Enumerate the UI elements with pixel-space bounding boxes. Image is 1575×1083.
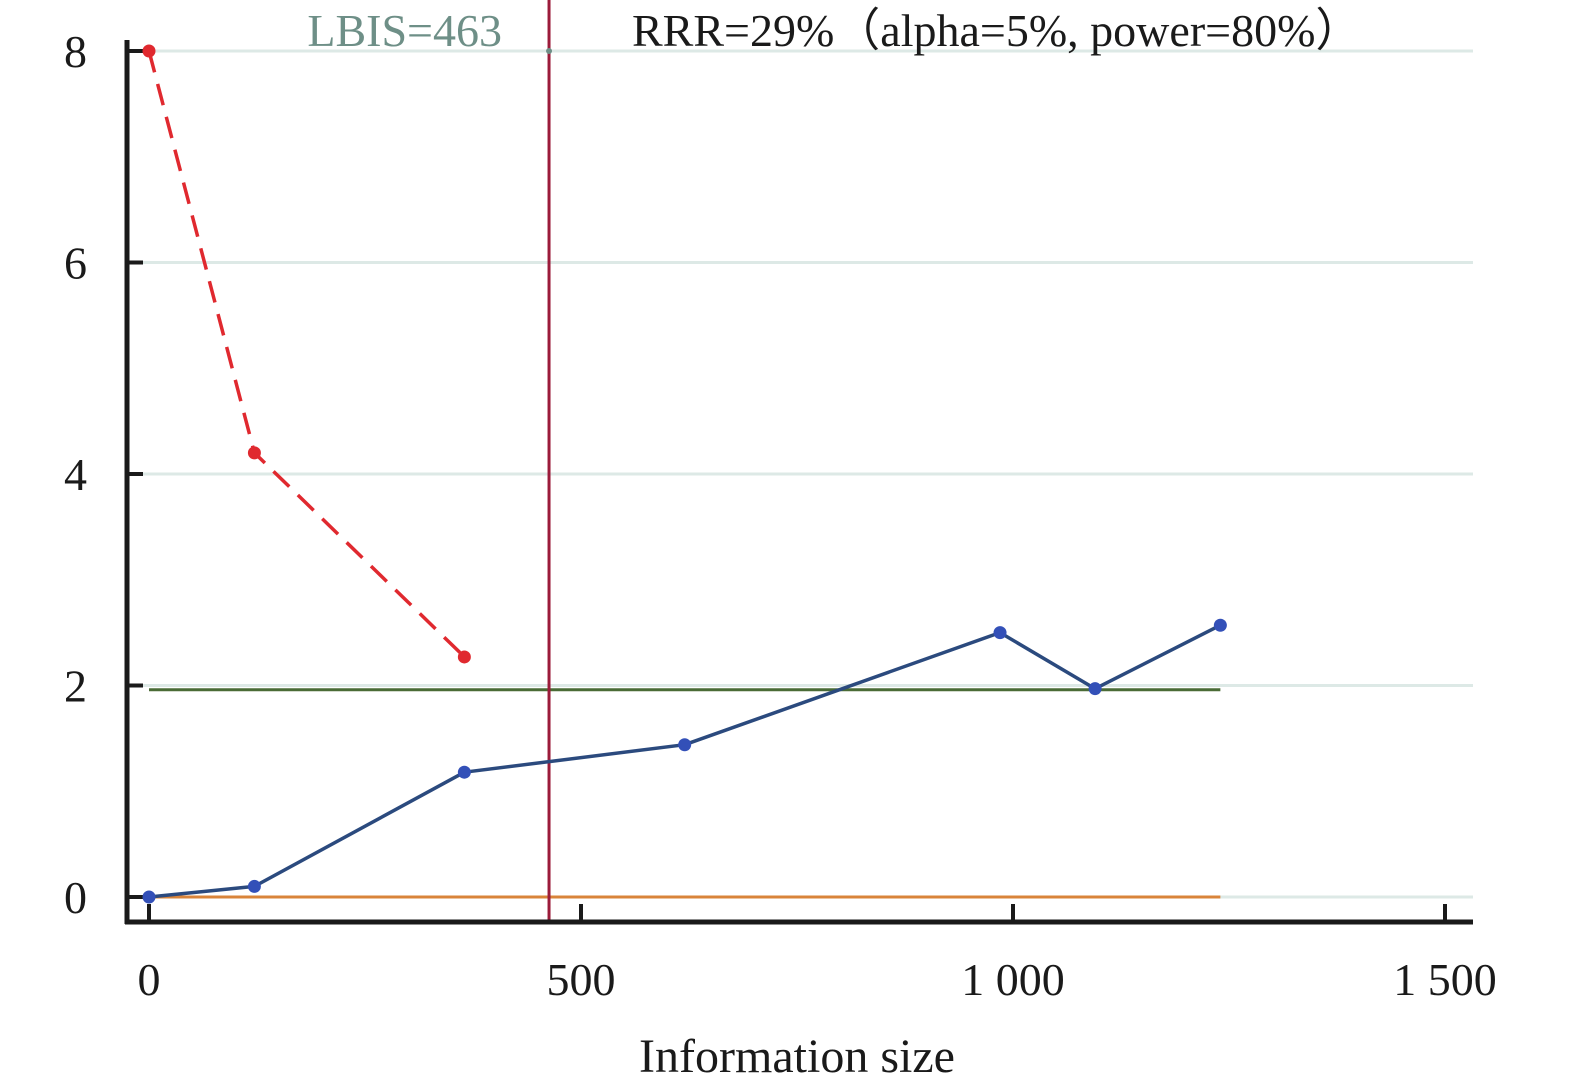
rrr-annotation: RRR=29%（alpha=5%, power=80%）: [632, 5, 1361, 56]
cumulative-z-point-4: [993, 626, 1007, 640]
x-tick-label-0: 0: [138, 954, 161, 1005]
y-tick-label-8: 8: [64, 26, 87, 77]
cumulative-z-point-0: [142, 890, 156, 904]
grid-lines: [127, 49, 1473, 899]
x-tick-label-1500: 1 500: [1393, 954, 1497, 1005]
y-tick-label-0: 0: [64, 872, 87, 923]
cumulative-z-point-6: [1213, 618, 1227, 632]
cumulative-z-point-3: [678, 738, 692, 752]
lbis-annotation: LBIS=463: [307, 5, 502, 56]
lbis-marker: [546, 48, 553, 54]
cumulative-z-point-1: [247, 879, 261, 893]
boundary-point-0: [142, 44, 156, 58]
reference-lines: [149, 0, 1221, 922]
y-ticks: 0 2 4 6 8: [64, 26, 143, 923]
boundary-line: [147, 50, 466, 659]
cumulative-z-point-5: [1088, 682, 1102, 696]
boundary-point-2: [457, 650, 471, 664]
x-tick-label-500: 500: [547, 954, 616, 1005]
cumulative-z-line: [148, 623, 1222, 899]
x-tick-label-1000: 1 000: [961, 954, 1065, 1005]
boundary-point-1: [247, 446, 261, 460]
y-tick-label-4: 4: [64, 449, 87, 500]
y-tick-label-6: 6: [64, 238, 87, 289]
x-ticks: 0 500 1 000 1 500: [138, 904, 1497, 1005]
y-tick-label-2: 2: [64, 661, 87, 712]
data-points: [142, 44, 1227, 904]
x-axis-title: Information size: [639, 1030, 955, 1083]
cumulative-z-point-2: [457, 765, 471, 779]
axes: [124, 40, 1473, 925]
